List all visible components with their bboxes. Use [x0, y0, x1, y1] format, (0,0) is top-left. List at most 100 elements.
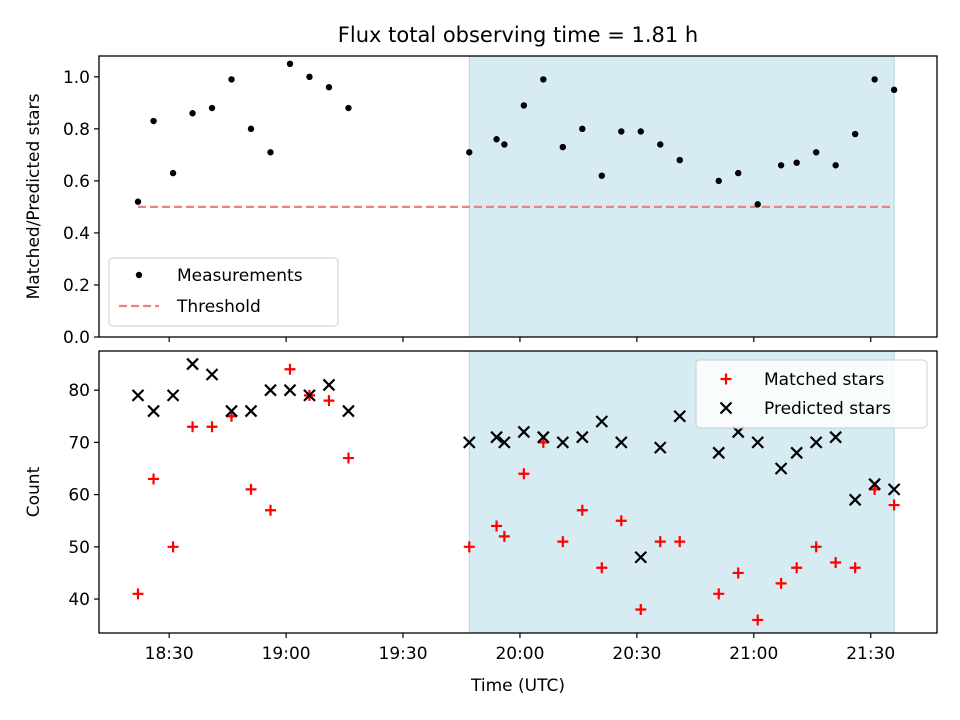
measurements-point [493, 136, 500, 143]
predicted-stars-point [556, 436, 570, 449]
matched-stars-point [323, 395, 335, 407]
y-tick-label: 40 [68, 590, 90, 610]
measurements-point [559, 143, 567, 151]
predicted-stars-point [205, 368, 219, 381]
measurements-point [466, 149, 473, 156]
legend-label: Measurements [177, 266, 303, 286]
matched-stars-point [674, 536, 686, 548]
measurements-point [890, 86, 898, 94]
predicted-stars-point [809, 436, 823, 449]
legend-box [695, 359, 928, 429]
measurements-point [715, 177, 722, 185]
matched-stars-point [206, 421, 218, 433]
x-tick-label: 18:30 [145, 644, 194, 664]
measurements-point [325, 84, 333, 91]
matched-stars-point [596, 562, 608, 574]
predicted-stars-point [225, 404, 238, 418]
matched-stars-point [518, 468, 530, 480]
legend: Measurements Threshold [108, 257, 339, 327]
matched-stars-point [713, 588, 725, 600]
x-tick-label: 21:00 [729, 644, 778, 664]
matched-stars-point [226, 410, 238, 422]
matched-stars-point [576, 504, 588, 516]
predicted-stars-point [283, 383, 297, 397]
y-tick-label: 50 [68, 538, 90, 558]
measurements-point [832, 162, 839, 169]
axes-frame [98, 350, 938, 634]
measurements-point [851, 130, 859, 138]
predicted-stars-point [887, 483, 901, 496]
measurements-point [777, 162, 785, 169]
axes-frame [98, 55, 938, 338]
predicted-stars-point [774, 462, 788, 475]
matched-stars-point [264, 504, 276, 516]
y-tick-label: 80 [68, 381, 90, 401]
count-panel: 40 50 60 70 80 18:30 19:00 19:30 20:00 20:30 21:00… [24, 350, 938, 696]
y-axis-label: Count [24, 466, 44, 517]
measurements-point [267, 149, 274, 156]
measurements-point [793, 159, 800, 166]
matched-stars-point [752, 614, 764, 626]
matched-stars-point [732, 567, 744, 579]
predicted-stars-point [712, 446, 726, 460]
matched-stars-point [167, 541, 179, 553]
predicted-stars-point [634, 551, 648, 564]
predicted-stars-point [244, 404, 258, 418]
predicted-stars-point [537, 430, 550, 444]
predicted-stars-point [490, 430, 503, 444]
predicted-stars-point [848, 493, 862, 507]
x-tick-label: 20:00 [495, 644, 544, 664]
measurements-point [169, 169, 177, 177]
x-tick-label: 21:30 [846, 644, 895, 664]
matched-stars-point [148, 473, 160, 485]
x-tick-label: 19:00 [262, 644, 311, 664]
measurements-point [306, 73, 313, 81]
measurements-point [189, 110, 196, 117]
measurements-point [579, 125, 586, 133]
measurements-point [286, 60, 294, 68]
matched-stars-point [187, 421, 199, 433]
predicted-stars-point [673, 410, 687, 423]
legend-box [108, 257, 339, 327]
y-tick-label: 60 [68, 486, 90, 506]
legend: Matched stars Predicted stars [695, 359, 928, 429]
measurements-point [871, 76, 878, 83]
matched-stars-point [888, 499, 900, 511]
measurements-point [637, 128, 644, 135]
matched-stars-point [557, 536, 569, 548]
measurements-point [247, 125, 255, 133]
predicted-stars-point [653, 441, 667, 454]
predicted-stars-point [264, 383, 277, 397]
measurements-point [676, 156, 683, 164]
matched-stars-point [775, 577, 787, 589]
predicted-stars-point [751, 436, 764, 449]
matched-stars-point [615, 515, 627, 527]
figure-title: Flux total observing time = 1.81 h [338, 23, 698, 47]
matched-stars-point [132, 588, 144, 600]
measurements-point [134, 198, 142, 205]
shaded-interval [468, 55, 895, 338]
matched-stars-point [463, 541, 475, 553]
measurements-point [345, 104, 352, 112]
predicted-stars-point [868, 477, 881, 491]
matched-stars-point [849, 562, 861, 574]
x-tick-label: 20:30 [612, 644, 661, 664]
y-tick-label: 0.2 [63, 276, 90, 296]
ratio-panel: 0.0 0.2 0.4 0.6 0.8 1.0 Matched/Predicted star… [24, 55, 938, 348]
measurements-point [598, 172, 605, 179]
matched-stars-point [284, 363, 296, 375]
y-tick-label: 0.0 [63, 328, 90, 348]
y-tick-label: 70 [68, 433, 90, 453]
predicted-stars-point [186, 357, 199, 371]
matched-stars-point [635, 604, 647, 615]
matched-stars-point [245, 483, 257, 495]
y-tick-label: 0.4 [63, 224, 90, 244]
predicted-stars-point [576, 430, 589, 444]
predicted-stars-point [615, 436, 628, 449]
predicted-stars-point [322, 378, 336, 392]
predicted-stars-point [595, 415, 609, 428]
measurements-point [501, 141, 508, 148]
measurements-point [540, 76, 547, 83]
predicted-stars-point [463, 436, 476, 449]
